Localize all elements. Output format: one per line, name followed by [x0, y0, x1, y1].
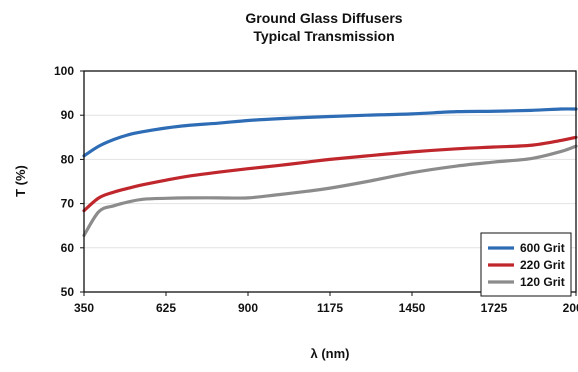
series-lines: [82, 107, 578, 238]
legend: 600 Grit 220 Grit 120 Grit: [480, 232, 572, 297]
x-tick-label-350: 350: [74, 301, 94, 315]
chart-subtitle: Typical Transmission: [253, 28, 394, 44]
x-tick-label-625: 625: [156, 301, 176, 315]
x-axis-ticks: 350 625 900 1175 1450 1725 2000: [74, 292, 578, 315]
y-axis-ticks: 50 60 70 80 90 100: [54, 64, 84, 299]
legend-label-120-grit: 120 Grit: [520, 275, 565, 289]
x-tick-label-1725: 1725: [481, 301, 508, 315]
x-axis-label: λ (nm): [311, 346, 350, 361]
y-tick-label-80: 80: [61, 152, 75, 166]
y-tick-label-100: 100: [54, 64, 74, 78]
y-tick-label-70: 70: [61, 197, 75, 211]
series-line-220-grit: [82, 135, 578, 213]
legend-label-600-grit: 600 Grit: [520, 241, 565, 255]
series-line-120-grit: [82, 144, 578, 238]
series-line-600-grit: [82, 107, 578, 158]
legend-label-220-grit: 220 Grit: [520, 258, 565, 272]
x-tick-label-2000: 2000: [563, 301, 578, 315]
y-tick-label-90: 90: [61, 108, 75, 122]
x-tick-label-900: 900: [238, 301, 258, 315]
x-tick-label-1175: 1175: [317, 301, 343, 315]
y-tick-label-60: 60: [61, 241, 75, 255]
chart-title: Ground Glass Diffusers: [245, 10, 402, 26]
x-tick-label-1450: 1450: [399, 301, 426, 315]
y-axis-label: T (%): [13, 165, 28, 197]
y-tick-label-50: 50: [61, 285, 75, 299]
